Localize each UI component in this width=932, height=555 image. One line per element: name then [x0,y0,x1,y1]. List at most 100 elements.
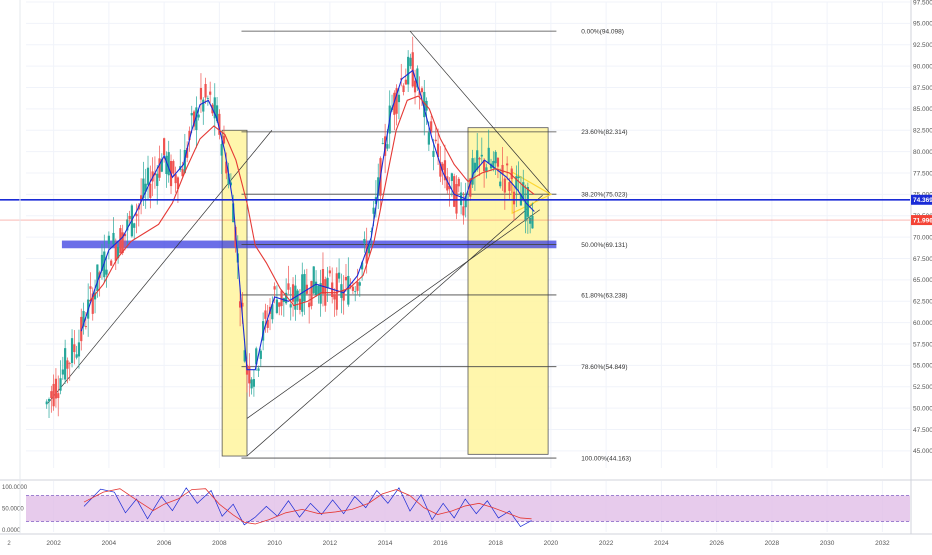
candle-body [167,152,170,176]
candle-body [473,162,477,173]
candle-body [50,391,53,399]
candle-body [407,56,410,85]
fib-level-label: 78.60%(54.849) [581,364,627,371]
candle-body [105,269,108,275]
candle-body [439,161,442,177]
candle-body [112,232,115,245]
candle-body [213,97,216,119]
price-tick-label: 82.500 [913,128,932,135]
time-tick-label: 2008 [212,540,227,547]
candle-body [243,350,246,362]
candle-body [163,138,166,156]
candle-body [370,231,373,232]
candle-body [204,83,207,98]
oscillator-pane: 100.0000 50.0000 0.0000 [0,479,932,534]
candle-body [80,316,83,342]
candle-body [337,272,341,279]
candle-body [409,57,412,67]
candle-body [119,228,122,254]
candle-body [126,219,129,231]
candle-body [59,378,62,391]
candle-body [308,302,311,308]
candle-body [480,154,483,157]
candle-body [218,113,221,135]
price-tick-label: 77.500 [913,170,932,177]
candle-body [427,132,430,145]
candle-body [100,254,104,271]
time-axis[interactable]: 2002 2004 2006 2008 2010 2012 2014 2016 2018 2020… [0,533,932,547]
candle-body [485,167,488,173]
candle-body [259,350,262,359]
candle-body [186,147,189,158]
candle-body [70,338,74,363]
candle-body [52,383,55,407]
candle-body [149,183,152,198]
candle-body [450,173,453,181]
last-price-label: 74.369 [913,197,932,204]
candle-body [250,379,253,389]
candle-body [209,91,212,95]
candle-body [471,158,474,185]
time-tick-label: 2026 [709,540,724,547]
price-tick-label: 65.000 [913,277,932,284]
candle-body [280,290,283,307]
price-tick-label: 62.500 [913,299,932,306]
time-tick-label: 2028 [765,540,780,547]
candle-body [503,178,506,193]
candle-body [264,310,267,319]
fib-level-label: 23.60%(82.314) [581,129,627,136]
candle-body [195,107,198,131]
candle-body [241,302,244,307]
candle-body [358,282,361,286]
candle-body [441,163,444,171]
fib-level-label: 50.00%(69.131) [581,242,627,249]
price-tick-label: 60.000 [913,320,932,327]
horizontal-price-lines [0,198,910,221]
price-tick-label: 52.500 [913,384,932,391]
candle-body [326,277,329,288]
candle-body [512,191,516,205]
candle-body [199,87,203,100]
time-tick-label: 2010 [267,540,282,547]
candle-body [176,177,180,190]
fib-level-label: 100.00%(44.163) [581,455,631,462]
candle-body [462,206,465,216]
highlight-box [221,129,248,457]
candle-body [492,160,495,168]
time-tick-label: 2002 [46,540,61,547]
price-tick-label: 85.000 [913,106,932,113]
candle-body [393,92,396,115]
candle-body [107,235,110,244]
candle-body [395,88,398,114]
left-toolbar-tags: 2 [7,0,21,547]
candle-body [489,163,493,169]
time-tick-label: 2014 [378,540,393,547]
candle-body [135,213,138,217]
candle-body [278,302,281,307]
candle-body [367,244,371,254]
candle-body [257,368,260,371]
moving-average-line [80,69,535,371]
candle-body [321,269,325,294]
candle-body [183,149,186,174]
time-tick-label: 2030 [820,540,835,547]
candle-body [275,299,279,313]
candle-body [57,393,60,399]
candle-body [331,282,334,298]
candle-body [248,365,251,384]
candle-body [349,285,352,287]
candlestick-series [45,36,534,418]
candle-body [476,150,479,170]
candle-body [73,344,76,353]
fib-level-label: 0.00%(94.098) [581,28,624,35]
price-axis[interactable]: 97.500 95.000 92.500 90.000 87.500 85.000 82.5… [910,0,932,534]
candle-body [93,292,97,300]
candle-body [342,290,345,301]
candle-body [188,130,191,141]
candle-body [455,184,458,214]
time-tick-label: 2006 [157,540,172,547]
candle-body [347,275,350,305]
candle-body [344,276,348,281]
candle-body [496,157,500,167]
